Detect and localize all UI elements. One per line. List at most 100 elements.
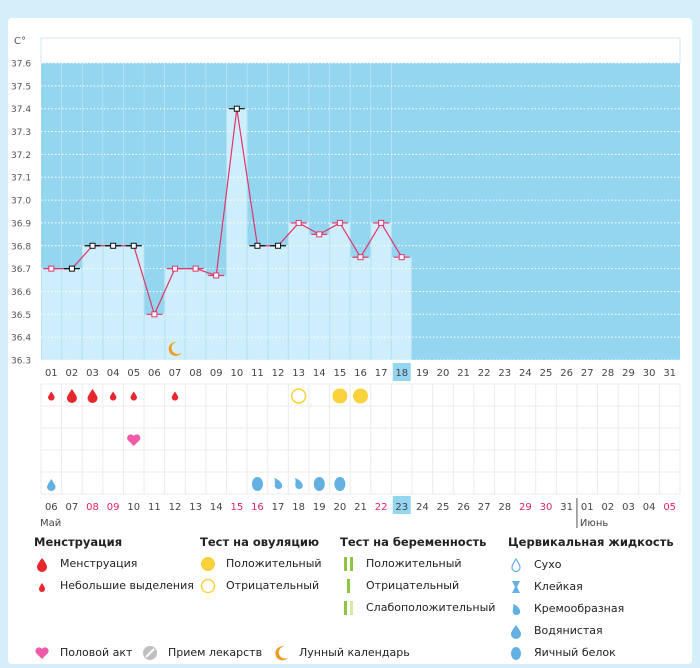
x-tick-label: 24 bbox=[519, 368, 532, 379]
temp-bar bbox=[123, 245, 144, 360]
legend-pregnancy-positive: Положительный bbox=[340, 556, 500, 572]
x-tick-label: 06 bbox=[148, 368, 161, 379]
legend-fluid-watery: Водянистая bbox=[508, 623, 658, 639]
temp-point bbox=[192, 265, 199, 272]
cal-day-label: 25 bbox=[437, 502, 450, 513]
menstruation-drop bbox=[109, 391, 117, 401]
x-tick-label: 03 bbox=[86, 368, 99, 379]
legend-pregnancy-negative: Отрицательный bbox=[340, 578, 500, 594]
fluid-creamy-drop bbox=[274, 478, 283, 490]
legend-fluid-dry: Сухо bbox=[508, 557, 658, 573]
legend-pregnancy-weak-label: Слабоположительный bbox=[366, 601, 496, 614]
temp-point bbox=[378, 219, 385, 226]
legend-pregnancy-negative-label: Отрицательный bbox=[366, 579, 460, 592]
legend-lunar: Лунный календарь bbox=[273, 645, 423, 661]
temp-point bbox=[398, 254, 405, 261]
cal-day-label: 10 bbox=[127, 502, 140, 513]
x-tick-label: 27 bbox=[581, 368, 594, 379]
drop-outline-icon bbox=[511, 557, 521, 573]
temperature-chart: C° 37.6 37.5 37.4 37.3 37.2 37.1 37.0 36.9 36.8 36… bbox=[11, 36, 681, 529]
legend-ovulation-negative: Отрицательный bbox=[200, 578, 340, 594]
y-tick-label: 37.5 bbox=[11, 82, 31, 92]
y-tick-label: 36.8 bbox=[11, 242, 31, 252]
day-highlight bbox=[392, 363, 411, 381]
x-tick-label: 21 bbox=[457, 368, 470, 379]
x-tick-label: 13 bbox=[292, 368, 305, 379]
temp-bar bbox=[206, 275, 227, 360]
pill-icon bbox=[143, 646, 157, 660]
legend-fluid-dry-label: Сухо bbox=[534, 558, 562, 571]
menstruation-drop bbox=[66, 389, 77, 403]
cal-day-label: 30 bbox=[540, 502, 553, 513]
month-june-label: Июнь bbox=[580, 518, 608, 529]
temp-bar bbox=[103, 245, 123, 360]
x-tick-label: 31 bbox=[663, 368, 676, 379]
temp-bar bbox=[247, 245, 268, 360]
y-tick-label: 36.7 bbox=[11, 265, 31, 275]
x-tick-label: 10 bbox=[230, 368, 243, 379]
temp-bar bbox=[309, 234, 330, 360]
chart-card: C° 37.6 37.5 37.4 37.3 37.2 37.1 37.0 36.9 36.8 36… bbox=[8, 18, 692, 664]
temp-bar bbox=[268, 245, 288, 360]
x-tick-label: 02 bbox=[66, 368, 79, 379]
x-tick-label: 01 bbox=[45, 368, 58, 379]
y-unit-label: C° bbox=[14, 36, 26, 47]
legend-pregnancy-weak: Слабоположительный bbox=[340, 600, 500, 616]
weak-bar-icon bbox=[344, 601, 353, 615]
temp-bar bbox=[391, 257, 412, 360]
oval-drop-icon bbox=[511, 647, 521, 660]
cal-day-label: 29 bbox=[519, 502, 532, 513]
y-tick-label: 36.4 bbox=[11, 334, 31, 344]
cal-day-label: 01 bbox=[581, 502, 594, 513]
cal-day-label: 06 bbox=[45, 502, 58, 513]
legend-fluid-creamy: Кремообразная bbox=[508, 601, 658, 617]
y-tick-label: 37.6 bbox=[11, 60, 31, 70]
fluid-creamy-drop bbox=[294, 478, 303, 490]
temp-bar bbox=[62, 268, 82, 360]
fluid-watery-drop bbox=[47, 479, 56, 491]
cal-day-label: 16 bbox=[251, 502, 264, 513]
cal-day-label: 15 bbox=[230, 502, 243, 513]
moon-icon bbox=[275, 646, 288, 661]
y-tick-label: 37.3 bbox=[11, 128, 31, 138]
cal-day-label: 03 bbox=[622, 502, 635, 513]
legend-pregnancy-title: Тест на беременность bbox=[340, 535, 487, 549]
temp-point bbox=[357, 254, 364, 261]
fluid-egg-white-oval bbox=[251, 477, 263, 491]
x-tick-label: 18 bbox=[395, 368, 408, 379]
x-tick-label: 30 bbox=[643, 368, 656, 379]
cal-day-label: 09 bbox=[107, 502, 120, 513]
x-tick-label: 14 bbox=[313, 368, 326, 379]
drop-big-icon bbox=[37, 558, 47, 572]
drop-icon bbox=[511, 625, 521, 639]
double-bar-icon bbox=[344, 557, 353, 571]
temp-point bbox=[68, 265, 75, 272]
menstruation-drop bbox=[171, 391, 179, 401]
temp-point bbox=[171, 265, 178, 272]
temp-bar bbox=[227, 108, 247, 360]
month-may-label: Май bbox=[40, 518, 61, 529]
fluid-egg-white-oval bbox=[334, 477, 346, 491]
cal-day-label: 12 bbox=[169, 502, 182, 513]
legend-menstruation-title: Менструация bbox=[34, 535, 123, 549]
temp-point bbox=[213, 272, 220, 279]
cal-day-label: 28 bbox=[498, 502, 511, 513]
x-tick-label: 22 bbox=[478, 368, 491, 379]
cal-day-label: 14 bbox=[210, 502, 223, 513]
x-tick-label: 05 bbox=[127, 368, 140, 379]
cal-day-label: 26 bbox=[457, 502, 470, 513]
plot-top-band bbox=[40, 37, 681, 64]
x-tick-label: 26 bbox=[560, 368, 573, 379]
temp-bar bbox=[350, 257, 371, 360]
temp-bar bbox=[288, 222, 309, 360]
legend-medication-label: Прием лекарств bbox=[168, 646, 263, 659]
legend-menstruation-label: Менструация bbox=[60, 557, 138, 570]
single-bar-icon bbox=[347, 579, 350, 593]
x-tick-label: 29 bbox=[622, 368, 635, 379]
x-tick-label: 16 bbox=[354, 368, 367, 379]
y-tick-label: 37.4 bbox=[11, 105, 31, 115]
cal-day-label: 04 bbox=[643, 502, 656, 513]
x-tick-label: 08 bbox=[189, 368, 202, 379]
y-tick-label: 37.1 bbox=[11, 174, 31, 184]
legend-menstruation: Менструация bbox=[34, 556, 204, 572]
